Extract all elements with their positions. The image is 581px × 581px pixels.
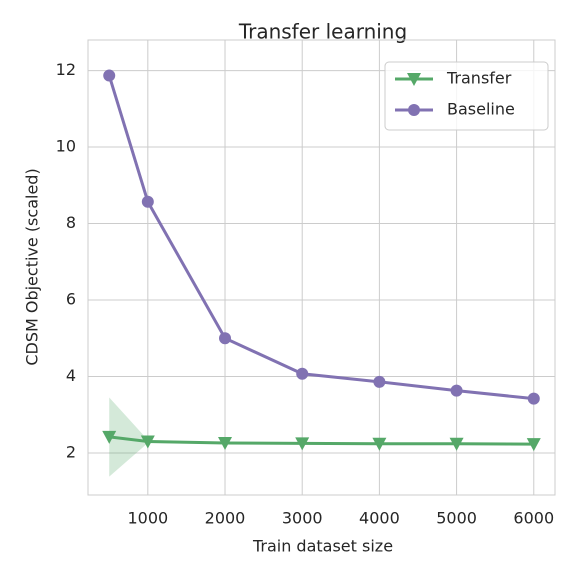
point (296, 367, 309, 380)
y-tick-label: 10 (56, 137, 76, 156)
y-tick-label: 12 (56, 60, 76, 79)
x-axis-label: Train dataset size (252, 537, 393, 556)
legend-marker (408, 104, 420, 116)
x-tick-label: 3000 (282, 509, 323, 528)
y-tick-label: 6 (66, 290, 76, 309)
x-tick-label: 1000 (127, 509, 168, 528)
point (450, 384, 463, 397)
point (219, 332, 232, 345)
y-axis-label: CDSM Objective (scaled) (23, 168, 42, 365)
x-tick-label: 6000 (513, 509, 554, 528)
plot-frame (87, 39, 556, 496)
y-tick-label: 2 (66, 442, 76, 461)
point (526, 438, 541, 452)
point (373, 375, 386, 388)
point (527, 392, 540, 405)
x-tick-label: 4000 (359, 509, 400, 528)
legend-label: Transfer (446, 69, 512, 88)
point (102, 430, 117, 444)
x-tick-label: 5000 (436, 509, 477, 528)
x-tick-label: 2000 (205, 509, 246, 528)
y-tick-label: 4 (66, 366, 76, 385)
legend-label: Baseline (447, 100, 515, 119)
point (140, 435, 155, 449)
point (103, 69, 116, 82)
point (141, 195, 154, 208)
point (218, 437, 233, 450)
point (295, 437, 310, 451)
legend-marker (407, 73, 421, 86)
y-tick-label: 8 (66, 213, 76, 232)
point (449, 437, 464, 451)
point (372, 437, 387, 451)
